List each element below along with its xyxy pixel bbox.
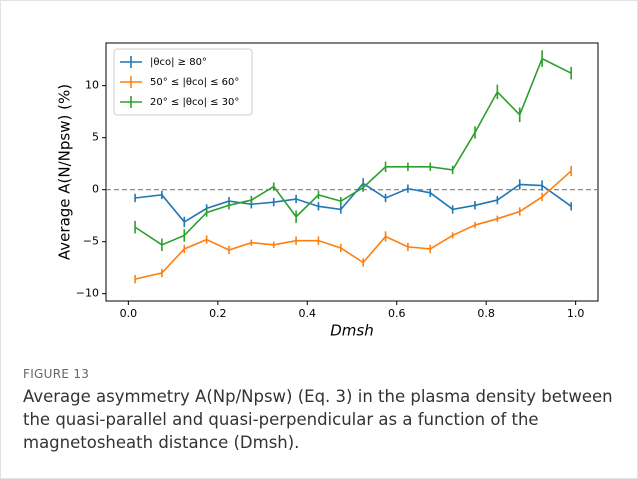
series-line (134, 182, 572, 223)
chart: Dmsh Average A(N/Npsw) (%) 0.0 0.2 0.4 0.6 0… (56, 42, 599, 340)
y-tick-label: −10 (76, 287, 99, 300)
axes-frame (105, 42, 599, 302)
y-tick-label: 10 (85, 79, 99, 92)
legend-box (113, 48, 253, 116)
x-tick-label: 0.2 (209, 307, 227, 320)
series-line (134, 57, 572, 246)
x-tick-label: 0.4 (299, 307, 317, 320)
y-tick-label: −5 (83, 235, 99, 248)
y-axis-label: Average A(N/Npsw) (%) (56, 84, 74, 260)
y-tick-label: 5 (92, 131, 99, 144)
figure-label: FIGURE 13 (23, 367, 90, 381)
x-tick-label: 0.0 (120, 307, 138, 320)
x-tick-label: 0.8 (477, 307, 495, 320)
figure-caption: Average asymmetry A(Np/Npsw) (Eq. 3) in … (23, 387, 613, 452)
series-line (134, 170, 572, 280)
x-tick-label: 1.0 (567, 307, 585, 320)
y-tick-label: 0 (92, 183, 99, 196)
legend-label: 20° ≤ |θco| ≤ 30° (150, 97, 239, 108)
legend-label: |θco| ≥ 80° (150, 57, 207, 68)
legend-label: 50° ≤ |θco| ≤ 60° (150, 77, 239, 88)
x-axis-label: Dmsh (330, 322, 373, 340)
x-tick-label: 0.6 (388, 307, 406, 320)
